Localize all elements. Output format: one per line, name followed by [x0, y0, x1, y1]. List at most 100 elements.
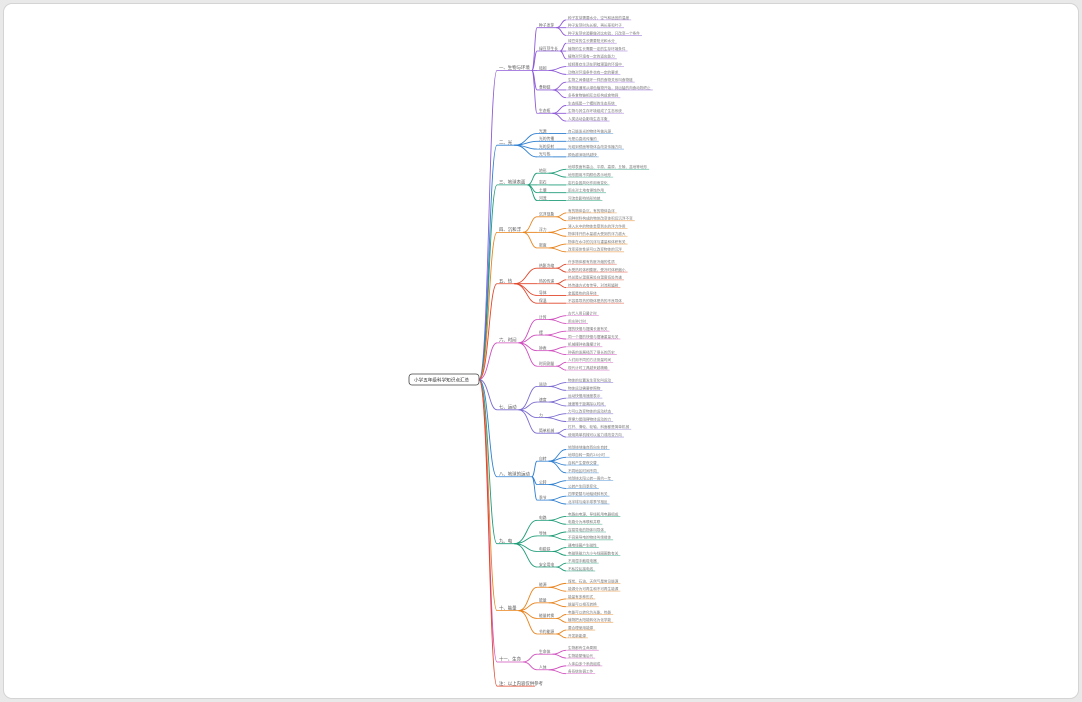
leaf-node-0-2-1[interactable]: 动物对环境条件也有一定的要求 [566, 69, 621, 75]
sub-node-1-3[interactable]: 光与热 [537, 152, 553, 158]
sub-node-1-0[interactable]: 光源 [537, 128, 549, 134]
leaf-node-7-0-0[interactable]: 地球绕地轴自西向东自转 [566, 444, 610, 450]
leaf-node-9-2-1[interactable]: 植物把太阳能转化为化学能 [566, 617, 614, 623]
branch-node-8[interactable]: 九、电 [497, 537, 515, 544]
sub-node-6-2[interactable]: 力 [537, 412, 545, 418]
branch-node-6[interactable]: 七、运动 [497, 404, 519, 411]
leaf-node-0-4-2[interactable]: 人类活动会影响生态平衡 [566, 116, 610, 122]
leaf-node-9-2-0[interactable]: 电能可以转化为光能、热能 [566, 609, 614, 615]
leaf-node-6-1-1[interactable]: 速度等于距离除以时间 [566, 401, 606, 407]
leaf-node-8-2-0[interactable]: 通电线圈产生磁性 [566, 542, 599, 548]
sub-node-6-0[interactable]: 运动 [537, 381, 549, 387]
leaf-node-6-3-0[interactable]: 杠杆、滑轮、轮轴、斜面都是简单机械 [566, 424, 632, 430]
branch-node-3[interactable]: 四、沉和浮 [497, 226, 523, 233]
leaf-node-0-4-0[interactable]: 生态瓶是一个模拟的生态系统 [566, 100, 617, 106]
sub-node-3-1[interactable]: 浮力 [537, 227, 549, 233]
leaf-node-5-1-1[interactable]: 同一个摆的快慢与摆锤重量无关 [566, 334, 621, 340]
leaf-node-6-2-0[interactable]: 力可以改变物体的运动状态 [566, 409, 614, 415]
leaf-node-6-0-0[interactable]: 物体的位置发生变化叫运动 [566, 377, 614, 383]
sub-node-7-2[interactable]: 季节 [537, 495, 549, 501]
leaf-node-3-0-1[interactable]: 同种材料构成的物体改变体积后沉浮不变 [566, 216, 635, 222]
leaf-node-6-0-1[interactable]: 物体运动需要参照物 [566, 385, 603, 391]
leaf-node-8-1-1[interactable]: 不容易导电的物体叫绝缘体 [566, 535, 614, 541]
leaf-node-0-3-1[interactable]: 食物链通常从绿色植物开始，到凶猛的肉食动物终止 [566, 85, 653, 91]
sub-node-4-2[interactable]: 导体 [537, 290, 549, 296]
leaf-node-1-2-0[interactable]: 光碰到镜面等物体会改变传播方向 [566, 144, 624, 150]
leaf-node-7-0-1[interactable]: 地球自转一周约24小时 [566, 452, 610, 458]
leaf-node-0-0-2[interactable]: 种子发芽实验要做对比实验，只改变一个条件 [566, 30, 642, 36]
sub-node-0-4[interactable]: 生态瓶 [537, 108, 553, 114]
leaf-node-4-2-0[interactable]: 金属是热的良导体 [566, 290, 599, 296]
leaf-node-2-0-1[interactable]: 地形图用不同颜色表示地形 [566, 172, 614, 178]
sub-node-7-0[interactable]: 自转 [537, 456, 549, 462]
leaf-node-7-0-2[interactable]: 自转产生昼夜交替 [566, 460, 599, 466]
sub-node-0-1[interactable]: 绿豆芽生长 [537, 46, 560, 52]
leaf-node-9-3-1[interactable]: 开发新能源 [566, 633, 588, 639]
sub-node-3-0[interactable]: 沉浮现象 [537, 212, 557, 218]
sub-node-8-0[interactable]: 电路 [537, 515, 549, 521]
sub-node-6-1[interactable]: 速度 [537, 397, 549, 403]
leaf-node-8-0-1[interactable]: 电路分为串联和并联 [566, 519, 603, 525]
branch-node-7[interactable]: 八、地球的运动 [497, 470, 532, 477]
leaf-node-5-2-1[interactable]: 钟表的发展经历了很长的历史 [566, 349, 617, 355]
sub-node-5-2[interactable]: 钟表 [537, 345, 549, 352]
leaf-node-5-3-1[interactable]: 现代计时工具越来越精确 [566, 365, 610, 371]
leaf-node-1-0-0[interactable]: 自己能发光的物体叫做光源 [566, 128, 614, 134]
leaf-node-7-2-1[interactable]: 北半球与南半球季节相反 [566, 499, 610, 505]
leaf-node-4-0-1[interactable]: 水受热时体积膨胀，受冷时体积缩小 [566, 267, 628, 273]
sub-node-8-3[interactable]: 安全用电 [537, 562, 557, 568]
sub-node-2-0[interactable]: 地形 [537, 168, 549, 174]
sub-node-5-1[interactable]: 摆 [537, 330, 545, 336]
sub-node-10-1[interactable]: 人体 [537, 665, 549, 671]
leaf-node-5-0-1[interactable]: 用水钟计时 [566, 318, 588, 324]
leaf-node-1-1-0[interactable]: 光是沿直线传播的 [566, 136, 599, 142]
leaf-node-8-3-1[interactable]: 不私拉乱接电线 [566, 566, 596, 572]
leaf-node-8-3-0[interactable]: 不用湿手触碰电器 [566, 558, 599, 564]
branch-node-2[interactable]: 三、地球表面 [497, 179, 528, 186]
leaf-node-10-1-1[interactable]: 各系统协调工作 [566, 669, 596, 675]
leaf-node-9-1-0[interactable]: 能量有多种形式 [566, 594, 596, 600]
branch-node-9[interactable]: 十、能量 [497, 604, 519, 611]
sub-node-10-0[interactable]: 生命体 [537, 649, 553, 655]
leaf-node-9-0-0[interactable]: 煤炭、石油、天然气是常见能源 [566, 578, 621, 584]
leaf-node-4-3-0[interactable]: 不容易导热的物体是热的不良导体 [566, 298, 624, 304]
leaf-node-2-1-0[interactable]: 岩石会因风化作用而变化 [566, 180, 610, 186]
leaf-node-9-0-1[interactable]: 能源分为可再生和不可再生能源 [566, 586, 621, 592]
leaf-node-5-0-0[interactable]: 古代人用日晷计时 [566, 311, 599, 317]
leaf-node-0-1-0[interactable]: 绿豆芽的生长需要阳光和水分 [566, 38, 617, 44]
sub-node-5-0[interactable]: 计时 [537, 314, 549, 320]
leaf-node-0-0-1[interactable]: 种子发芽时先长根，再长茎和叶子 [566, 23, 624, 29]
sub-node-9-2[interactable]: 能量转换 [537, 613, 557, 619]
sub-node-8-1[interactable]: 导体 [537, 531, 549, 537]
sub-node-4-1[interactable]: 热的传递 [537, 279, 557, 285]
leaf-node-3-0-0[interactable]: 有的物体会沉，有的物体会浮 [566, 208, 617, 214]
sub-node-2-3[interactable]: 河流 [537, 195, 549, 201]
branch-node-5[interactable]: 六、时间 [497, 337, 519, 344]
leaf-node-8-1-0[interactable]: 容易导电的物体叫导体 [566, 527, 606, 533]
leaf-node-0-1-1[interactable]: 植物的生长需要一定的生存环境条件 [566, 46, 628, 52]
leaf-node-10-0-0[interactable]: 生物都有生命周期 [566, 645, 599, 651]
leaf-node-8-2-1[interactable]: 电磁铁磁力大小与线圈圈数有关 [566, 550, 621, 556]
sub-node-1-2[interactable]: 光的反射 [537, 144, 557, 150]
leaf-node-4-1-0[interactable]: 热总是从温度高处向温度低处传递 [566, 275, 624, 281]
sub-node-4-0[interactable]: 热胀冷缩 [537, 263, 557, 269]
leaf-node-0-3-2[interactable]: 多条食物链相互交织构成食物网 [566, 93, 621, 99]
sub-node-9-0[interactable]: 能源 [537, 582, 549, 588]
leaf-node-6-1-0[interactable]: 运动快慢用速度表示 [566, 393, 603, 399]
sub-node-0-0[interactable]: 种子发芽 [537, 22, 557, 29]
leaf-node-1-3-0[interactable]: 颜色越深吸热越快 [566, 152, 599, 158]
sub-node-2-1[interactable]: 岩石 [537, 180, 549, 186]
leaf-node-10-1-0[interactable]: 人体由多个系统组成 [566, 661, 603, 667]
leaf-node-0-1-2[interactable]: 植物对环境有一定的适应能力 [566, 54, 617, 60]
leaf-node-9-1-1[interactable]: 能量可以相互转换 [566, 602, 599, 608]
leaf-node-2-0-0[interactable]: 地球表面有高山、平原、高原、丘陵、盆地等地形 [566, 164, 650, 170]
leaf-node-5-2-0[interactable]: 机械摆钟依靠摆计时 [566, 342, 603, 348]
leaf-node-10-0-1[interactable]: 生物能繁殖后代 [566, 653, 596, 659]
leaf-node-8-0-0[interactable]: 电路由电源、导线和用电器组成 [566, 511, 621, 517]
leaf-node-4-1-1[interactable]: 热传递方式有传导、对流和辐射 [566, 283, 621, 289]
branch-node-0[interactable]: 一、生物与环境 [497, 64, 532, 71]
branch-node-1[interactable]: 二、光 [497, 139, 515, 146]
leaf-node-0-4-1[interactable]: 生物与其生存环境组成了生态系统 [566, 108, 624, 114]
sub-node-8-2[interactable]: 电磁铁 [537, 546, 553, 552]
branch-node-11[interactable]: 注：以上内容仅供参考 [497, 680, 544, 687]
